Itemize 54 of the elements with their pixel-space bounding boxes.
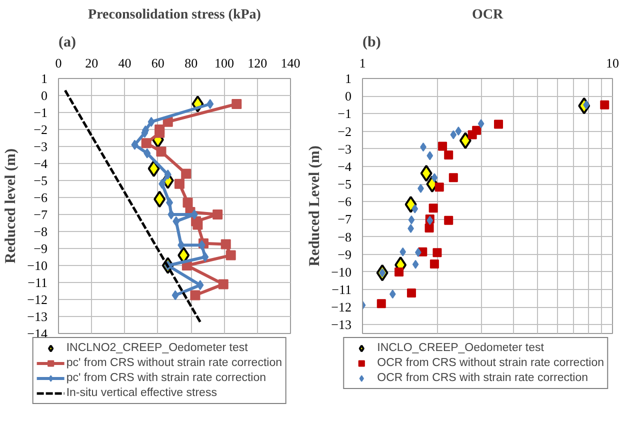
y-tick-label: −2 [338, 124, 352, 139]
legend-label: INCLO_CREEP_Oedometer test [377, 341, 544, 355]
y-tick-label: 0 [345, 88, 352, 104]
x-tick-label: 0 [55, 56, 62, 70]
y-axis-title: Reduced Level (m) [307, 146, 324, 266]
text: (a) [58, 34, 76, 50]
y-axis-title: Reduced level (m) [3, 148, 20, 264]
text: (b) [362, 34, 381, 50]
x-tick-label: 140 [280, 56, 300, 70]
legend-label: OCR from CRS with strain rate correction [377, 371, 588, 385]
y-tick-label: −8 [338, 229, 352, 244]
y-tick-label: −10 [27, 258, 48, 273]
x-tick-label: 80 [184, 56, 198, 70]
x-tick-label: 100 [214, 56, 234, 70]
legend-label: pc' from CRS without strain rate correction [66, 356, 282, 370]
x-tick-label: 20 [85, 56, 98, 70]
y-tick-label: −6 [34, 190, 48, 205]
x-tick-label: 10 [606, 56, 619, 70]
chart-title: Preconsolidation stress (kPa) [88, 8, 262, 22]
y-tick-label: 0 [41, 88, 48, 103]
y-tick-label: −3 [338, 141, 352, 156]
legend-label: OCR from CRS without strain rate correction [377, 356, 604, 370]
y-tick-label: −14 [27, 326, 48, 341]
y-tick-label: −11 [332, 282, 352, 298]
y-tick-label: −5 [338, 176, 352, 192]
chart-title: OCR [472, 8, 504, 22]
y-tick-label: −9 [338, 246, 352, 262]
y-tick-label: 1 [41, 71, 48, 86]
legend-label: pc' from CRS with strain rate correction [66, 371, 266, 385]
y-tick-label: −12 [27, 292, 48, 307]
y-tick-label: −12 [331, 300, 352, 315]
y-tick-label: −4 [338, 158, 352, 174]
x-tick-label: 1 [359, 56, 366, 70]
y-tick-label: −3 [34, 139, 48, 154]
legend-label: In-situ vertical effective stress [66, 386, 217, 400]
y-tick-label: −6 [338, 194, 352, 210]
y-tick-label: −1 [338, 106, 352, 122]
x-tick-label: 120 [248, 56, 268, 70]
y-tick-label: −9 [34, 241, 48, 256]
y-tick-label: −2 [34, 122, 48, 137]
y-tick-label: −13 [27, 309, 48, 324]
y-tick-label: −1 [34, 105, 48, 120]
x-tick-label: 60 [151, 56, 164, 70]
y-tick-label: −4 [34, 156, 48, 171]
y-tick-label: −11 [28, 275, 48, 290]
y-tick-label: −10 [331, 264, 352, 280]
y-tick-label: 1 [345, 71, 352, 86]
y-tick-label: −7 [34, 207, 48, 222]
y-tick-label: −5 [34, 173, 48, 188]
x-tick-label: 40 [118, 56, 132, 70]
y-tick-label: −7 [338, 212, 352, 227]
legend-label: INCLNO2_CREEP_Oedometer test [66, 341, 248, 355]
y-tick-label: −13 [331, 317, 352, 332]
y-tick-label: −8 [34, 224, 48, 239]
